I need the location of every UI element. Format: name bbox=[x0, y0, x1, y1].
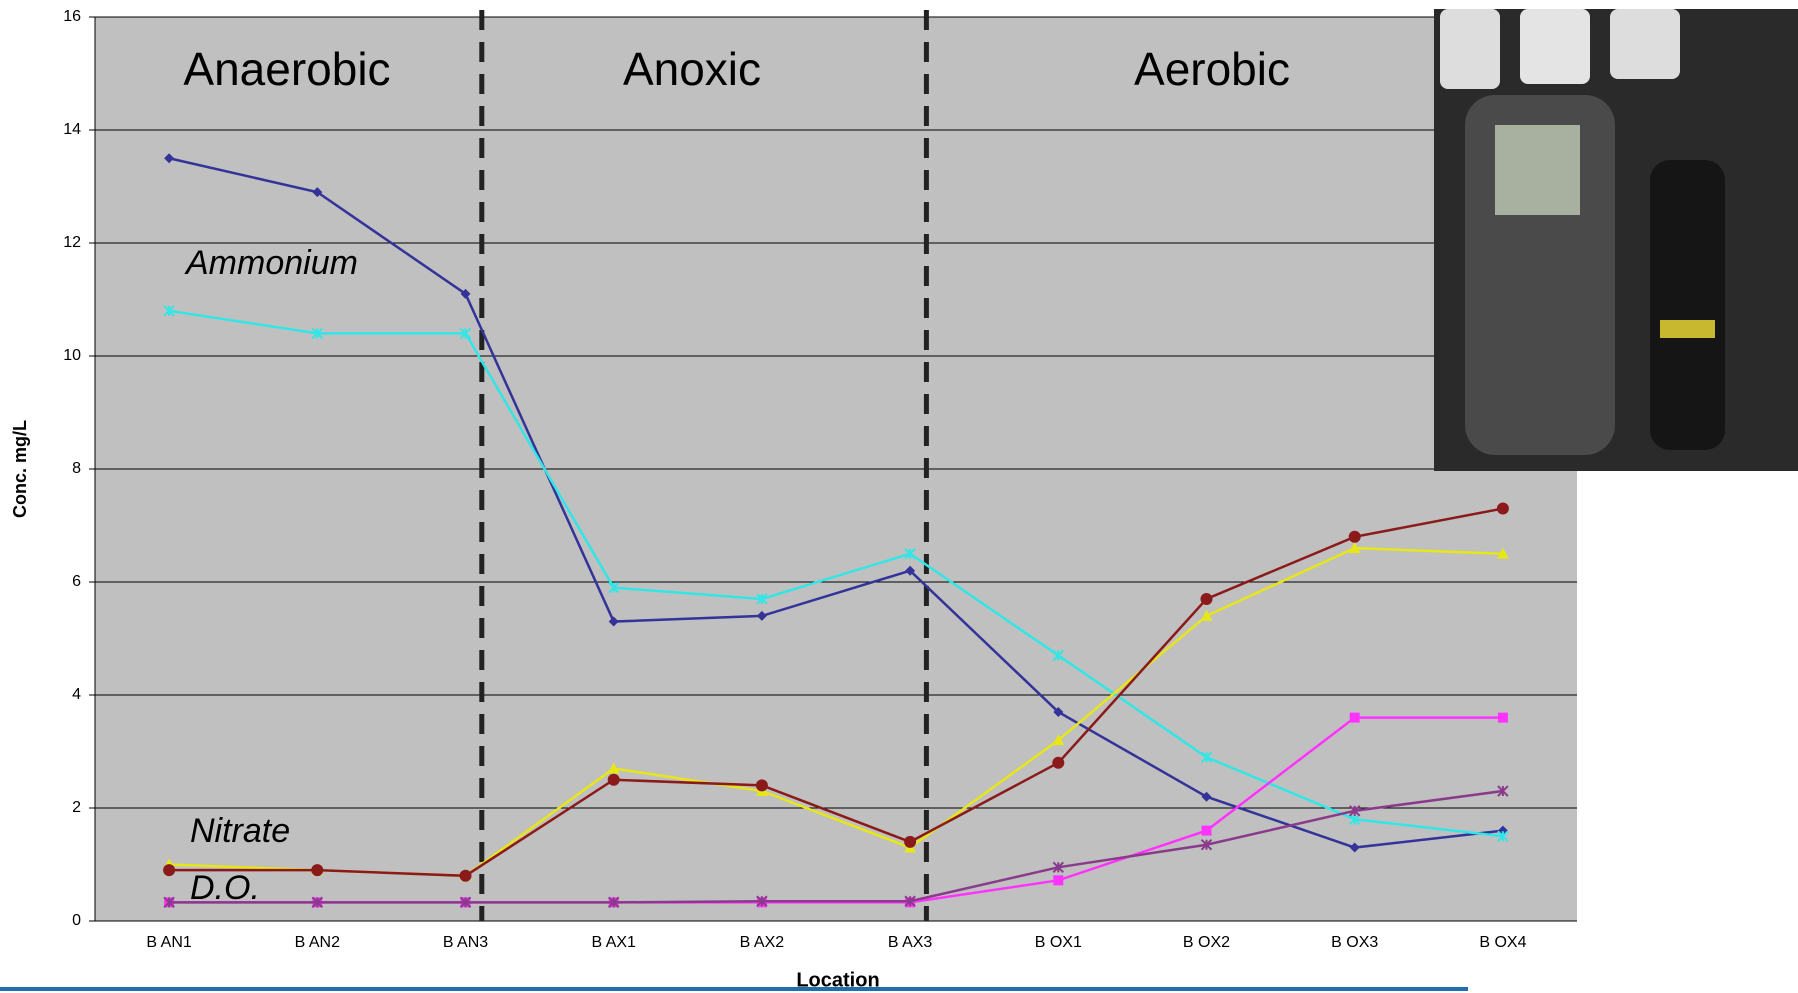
chart: Conc. mg/L Location 0 2 4 6 8 10 12 14 16 B AN1 B … bbox=[0, 0, 1798, 993]
page: Conc. mg/L Location 0 2 4 6 8 10 12 14 16 B AN1 B … bbox=[0, 0, 1798, 993]
y-tick-label: 16 bbox=[63, 8, 81, 25]
photo bbox=[1434, 9, 1798, 471]
marker bbox=[756, 779, 768, 791]
y-tick-label: 12 bbox=[63, 234, 81, 251]
series-annotation: D.O. bbox=[190, 869, 260, 907]
x-tick-label: B AN3 bbox=[443, 934, 488, 951]
y-tick-label: 14 bbox=[63, 121, 81, 138]
y-tick-label: 10 bbox=[63, 347, 81, 364]
y-tick-label: 8 bbox=[72, 460, 81, 477]
series-annotation: Nitrate bbox=[190, 812, 290, 850]
marker bbox=[460, 870, 472, 882]
marker bbox=[608, 774, 620, 786]
zone-label: Anoxic bbox=[623, 43, 761, 95]
marker bbox=[1349, 531, 1361, 543]
series-annotation: Ammonium bbox=[184, 244, 358, 282]
marker bbox=[1053, 875, 1063, 885]
x-tick-label: B AX2 bbox=[740, 934, 785, 951]
y-tick-label: 6 bbox=[72, 573, 81, 590]
x-tick-label: B AN2 bbox=[295, 934, 340, 951]
x-tick-label: B AN1 bbox=[146, 934, 191, 951]
marker bbox=[311, 864, 323, 876]
marker bbox=[904, 836, 916, 848]
marker bbox=[1498, 713, 1508, 723]
zone-label: Aerobic bbox=[1134, 43, 1290, 95]
x-tick-label: B AX1 bbox=[591, 934, 636, 951]
y-axis-label: Conc. mg/L bbox=[10, 420, 30, 518]
x-tick-label: B OX2 bbox=[1183, 934, 1230, 951]
x-tick-label: B AX3 bbox=[888, 934, 933, 951]
y-tick-label: 4 bbox=[72, 686, 81, 703]
marker bbox=[1350, 713, 1360, 723]
y-tick-label: 0 bbox=[72, 912, 81, 929]
x-axis-label: Location bbox=[796, 969, 879, 991]
marker bbox=[1052, 757, 1064, 769]
x-tick-label: B OX4 bbox=[1479, 934, 1526, 951]
y-tick-label: 2 bbox=[72, 799, 81, 816]
zone-label: Anaerobic bbox=[183, 43, 390, 95]
marker bbox=[1201, 593, 1213, 605]
marker bbox=[163, 864, 175, 876]
marker bbox=[1497, 503, 1509, 515]
x-tick-label: B OX3 bbox=[1331, 934, 1378, 951]
x-tick-label: B OX1 bbox=[1035, 934, 1082, 951]
marker bbox=[1202, 826, 1212, 836]
